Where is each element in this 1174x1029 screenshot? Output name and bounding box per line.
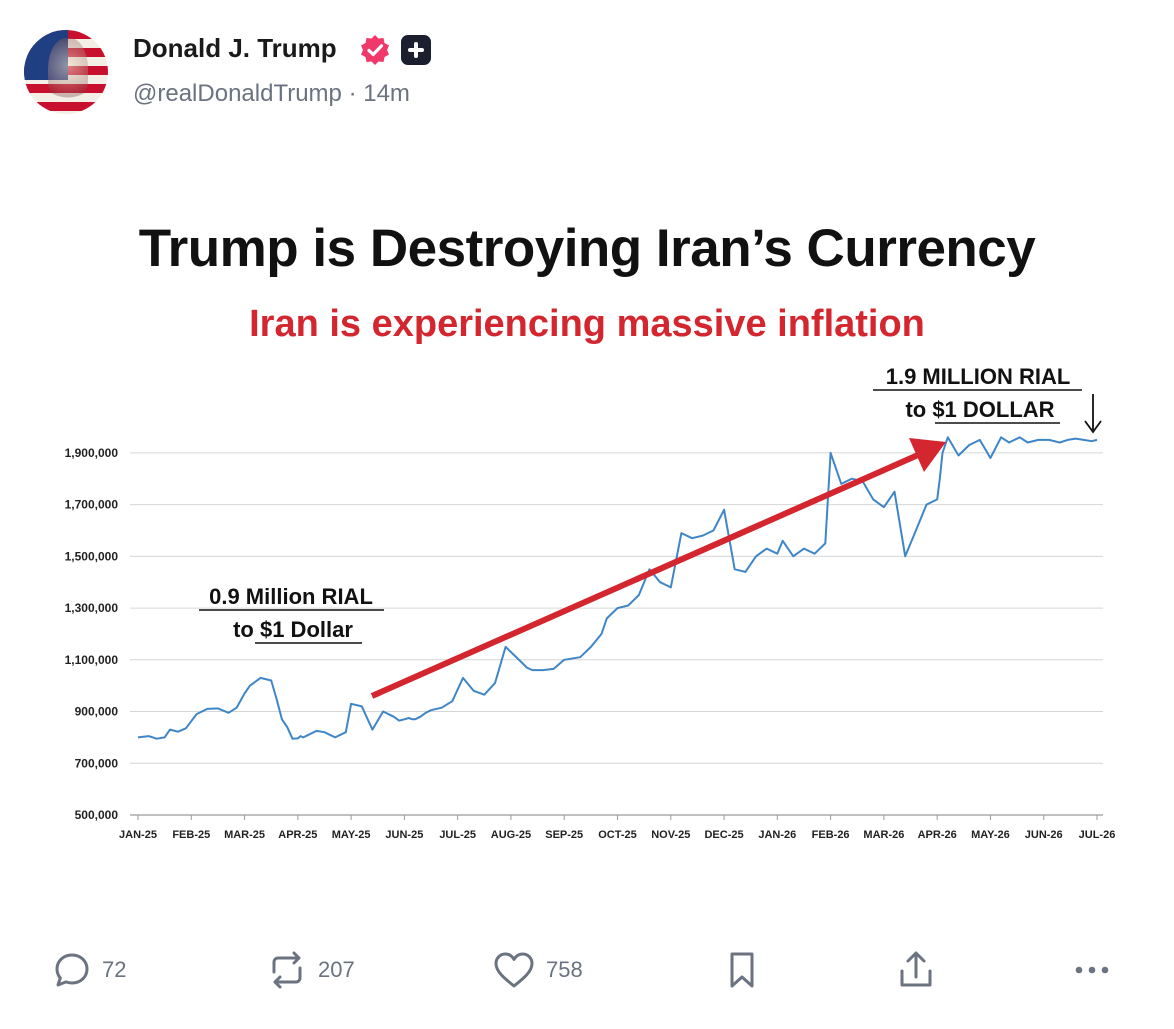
x-tick-label: FEB-25	[172, 829, 210, 841]
y-tick-label: 900,000	[75, 705, 119, 719]
trend-arrow	[370, 438, 946, 699]
x-tick-label: JUL-25	[439, 829, 476, 841]
x-tick-label: FEB-26	[812, 829, 850, 841]
post-header: Donald J. Trump @realDonaldTrump · 14m	[24, 28, 1144, 118]
trend-arrow-shaft	[370, 452, 920, 699]
share-icon	[900, 951, 932, 987]
x-axis-ticks: JAN-25 FEB-25 MAR-25 APR-25 MAY-25 JUN-25 JUL-…	[119, 815, 1115, 841]
x-tick-label: MAY-26	[971, 829, 1010, 841]
y-tick-label: 1,500,000	[65, 549, 119, 563]
reply-button[interactable]: 72	[52, 940, 126, 1000]
inflation-chart: 500,000 700,000 900,000 1,100,000 1,300,000 1…	[65, 364, 1116, 841]
like-count: 758	[546, 957, 583, 982]
more-dots-icon	[1075, 966, 1109, 974]
y-tick-label: 1,700,000	[65, 498, 119, 512]
handle-and-time: @realDonaldTrump · 14m	[133, 80, 410, 108]
annotation-left-line1: 0.9 Million RIAL	[209, 584, 373, 609]
x-tick-label: JAN-25	[119, 829, 157, 841]
verified-badge-icon	[361, 35, 389, 65]
x-tick-label: NOV-25	[651, 829, 690, 841]
small-down-arrow-icon	[1084, 394, 1102, 434]
chart-subtitle: Iran is experiencing massive inflation	[249, 303, 925, 345]
x-tick-label: OCT-25	[598, 829, 637, 841]
y-tick-label: 1,900,000	[65, 446, 119, 460]
x-tick-label: JUL-26	[1079, 829, 1116, 841]
repost-count: 207	[318, 957, 355, 982]
author-name[interactable]: Donald J. Trump	[133, 33, 337, 63]
repost-button[interactable]: 207	[266, 940, 355, 1000]
heart-icon	[494, 952, 534, 988]
annotation-left-line2: to $1 Dollar	[233, 617, 353, 642]
x-tick-label: DEC-25	[704, 829, 743, 841]
reply-icon	[55, 953, 89, 987]
timestamp[interactable]: 14m	[363, 80, 410, 107]
y-tick-label: 700,000	[75, 756, 119, 770]
repost-icon	[272, 951, 302, 989]
chart-title: Trump is Destroying Iran’s Currency	[138, 219, 1036, 278]
x-tick-label: JUN-26	[1025, 829, 1063, 841]
annotation-right-line2: to $1 DOLLAR	[905, 397, 1054, 422]
separator: ·	[348, 80, 357, 107]
x-tick-label: APR-25	[278, 829, 317, 841]
trend-arrow-head	[909, 438, 946, 472]
y-tick-label: 500,000	[75, 808, 119, 822]
x-tick-label: AUG-25	[491, 829, 531, 841]
more-options-button[interactable]	[1072, 940, 1112, 1000]
avatar-face	[48, 38, 88, 106]
action-bar: 72 207 758	[0, 940, 1174, 1000]
y-tick-label: 1,100,000	[65, 653, 119, 667]
post-image[interactable]: Trump is Destroying Iran’s Currency Iran…	[0, 190, 1174, 870]
x-tick-label: MAR-26	[863, 829, 904, 841]
like-button[interactable]: 758	[492, 940, 583, 1000]
x-tick-label: MAY-25	[332, 829, 371, 841]
bookmark-icon	[730, 952, 754, 988]
reply-count: 72	[102, 957, 127, 982]
x-tick-label: JUN-25	[385, 829, 423, 841]
bookmark-button[interactable]	[726, 940, 758, 1000]
y-axis-ticks: 500,000 700,000 900,000 1,100,000 1,300,000 1…	[65, 446, 119, 822]
exchange-rate-line	[137, 436, 1098, 740]
handle[interactable]: @realDonaldTrump	[133, 80, 342, 107]
x-tick-label: JAN-26	[758, 829, 796, 841]
x-tick-label: MAR-25	[224, 829, 265, 841]
annotation-right-line1: 1.9 MILLION RIAL	[886, 364, 1071, 389]
y-tick-label: 1,300,000	[65, 601, 119, 615]
x-tick-label: APR-26	[918, 829, 957, 841]
avatar[interactable]	[24, 30, 108, 114]
x-tick-label: SEP-25	[545, 829, 583, 841]
share-button[interactable]	[896, 940, 936, 1000]
plus-badge-icon	[401, 35, 431, 65]
